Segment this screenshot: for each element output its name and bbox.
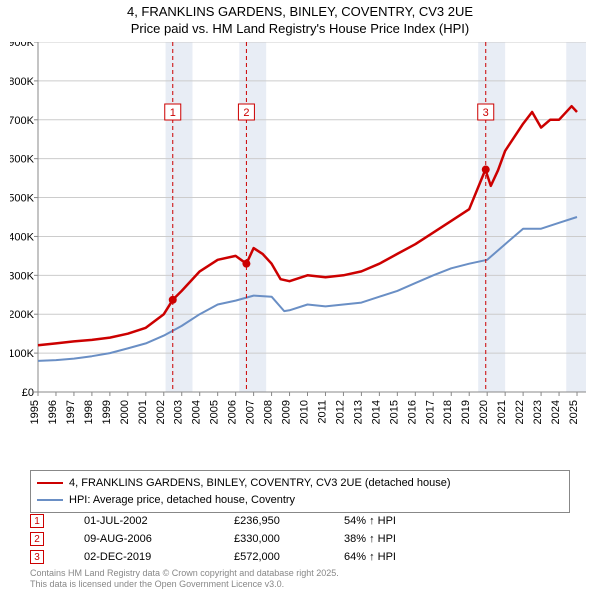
svg-text:2015: 2015	[388, 400, 400, 424]
svg-text:2014: 2014	[370, 400, 382, 424]
legend-swatch-property	[37, 482, 63, 484]
svg-text:2018: 2018	[442, 400, 454, 424]
svg-text:2013: 2013	[352, 400, 364, 424]
svg-text:2012: 2012	[334, 400, 346, 424]
svg-text:1996: 1996	[47, 400, 59, 424]
sale-marker-box-3: 3	[30, 550, 44, 564]
svg-text:2002: 2002	[155, 400, 167, 424]
svg-text:2025: 2025	[568, 400, 580, 424]
footnote: Contains HM Land Registry data © Crown c…	[30, 568, 339, 590]
footnote-line-2: This data is licensed under the Open Gov…	[30, 579, 339, 590]
svg-text:500K: 500K	[10, 193, 35, 205]
svg-text:2001: 2001	[137, 400, 149, 424]
svg-text:2: 2	[243, 107, 249, 119]
sale-price: £236,950	[234, 515, 344, 527]
svg-text:2010: 2010	[299, 400, 311, 424]
sale-date: 09-AUG-2006	[84, 533, 234, 545]
title-line-1: 4, FRANKLINS GARDENS, BINLEY, COVENTRY, …	[0, 4, 600, 21]
table-row: 1 01-JUL-2002 £236,950 54% ↑ HPI	[30, 512, 396, 530]
legend-swatch-hpi	[37, 499, 63, 501]
svg-text:2016: 2016	[406, 400, 418, 424]
chart-area: £0 100K 200K 300K 400K 500K 600K 700K 800K 900K 19…	[10, 42, 590, 462]
sale-price: £572,000	[234, 551, 344, 563]
table-row: 3 02-DEC-2019 £572,000 64% ↑ HPI	[30, 548, 396, 566]
svg-text:2008: 2008	[263, 400, 275, 424]
svg-text:700K: 700K	[10, 115, 35, 127]
svg-text:2022: 2022	[514, 400, 526, 424]
svg-text:2021: 2021	[496, 400, 508, 424]
legend-row-hpi: HPI: Average price, detached house, Cove…	[37, 492, 563, 509]
legend-label-hpi: HPI: Average price, detached house, Cove…	[69, 492, 295, 509]
legend-label-property: 4, FRANKLINS GARDENS, BINLEY, COVENTRY, …	[69, 475, 451, 492]
sale-date: 01-JUL-2002	[84, 515, 234, 527]
sale-price: £330,000	[234, 533, 344, 545]
sales-table: 1 01-JUL-2002 £236,950 54% ↑ HPI 2 09-AU…	[30, 512, 396, 566]
legend-row-property: 4, FRANKLINS GARDENS, BINLEY, COVENTRY, …	[37, 475, 563, 492]
sale-pct: 54% ↑ HPI	[344, 515, 396, 527]
svg-text:1999: 1999	[101, 400, 113, 424]
chart-svg: £0 100K 200K 300K 400K 500K 600K 700K 800K 900K 19…	[10, 42, 590, 462]
svg-text:2003: 2003	[173, 400, 185, 424]
svg-text:300K: 300K	[10, 270, 35, 282]
svg-text:3: 3	[483, 107, 489, 119]
footnote-line-1: Contains HM Land Registry data © Crown c…	[30, 568, 339, 579]
svg-text:2024: 2024	[550, 400, 562, 424]
svg-text:£0: £0	[22, 387, 34, 399]
svg-text:600K: 600K	[10, 154, 35, 166]
svg-text:2017: 2017	[424, 400, 436, 424]
svg-text:100K: 100K	[10, 348, 35, 360]
sale-pct: 38% ↑ HPI	[344, 533, 396, 545]
svg-text:1997: 1997	[65, 400, 77, 424]
svg-text:400K: 400K	[10, 231, 35, 243]
svg-text:2006: 2006	[227, 400, 239, 424]
svg-text:2011: 2011	[316, 400, 328, 424]
svg-text:800K: 800K	[10, 76, 35, 88]
svg-text:2000: 2000	[119, 400, 131, 424]
title-line-2: Price paid vs. HM Land Registry's House …	[0, 21, 600, 38]
title-block: 4, FRANKLINS GARDENS, BINLEY, COVENTRY, …	[0, 0, 600, 38]
sale-marker-box-2: 2	[30, 532, 44, 546]
svg-text:200K: 200K	[10, 309, 35, 321]
svg-text:900K: 900K	[10, 42, 35, 49]
svg-text:2007: 2007	[245, 400, 257, 424]
chart-container: 4, FRANKLINS GARDENS, BINLEY, COVENTRY, …	[0, 0, 600, 590]
sale-date: 02-DEC-2019	[84, 551, 234, 563]
table-row: 2 09-AUG-2006 £330,000 38% ↑ HPI	[30, 530, 396, 548]
svg-text:2023: 2023	[532, 400, 544, 424]
svg-text:2005: 2005	[209, 400, 221, 424]
svg-text:2020: 2020	[478, 400, 490, 424]
sale-marker-box-1: 1	[30, 514, 44, 528]
svg-text:1995: 1995	[29, 400, 41, 424]
svg-text:2019: 2019	[460, 400, 472, 424]
sale-pct: 64% ↑ HPI	[344, 551, 396, 563]
svg-text:1: 1	[170, 107, 176, 119]
svg-text:1998: 1998	[83, 400, 95, 424]
svg-text:2009: 2009	[281, 400, 293, 424]
legend-box: 4, FRANKLINS GARDENS, BINLEY, COVENTRY, …	[30, 470, 570, 513]
svg-text:2004: 2004	[191, 400, 203, 424]
